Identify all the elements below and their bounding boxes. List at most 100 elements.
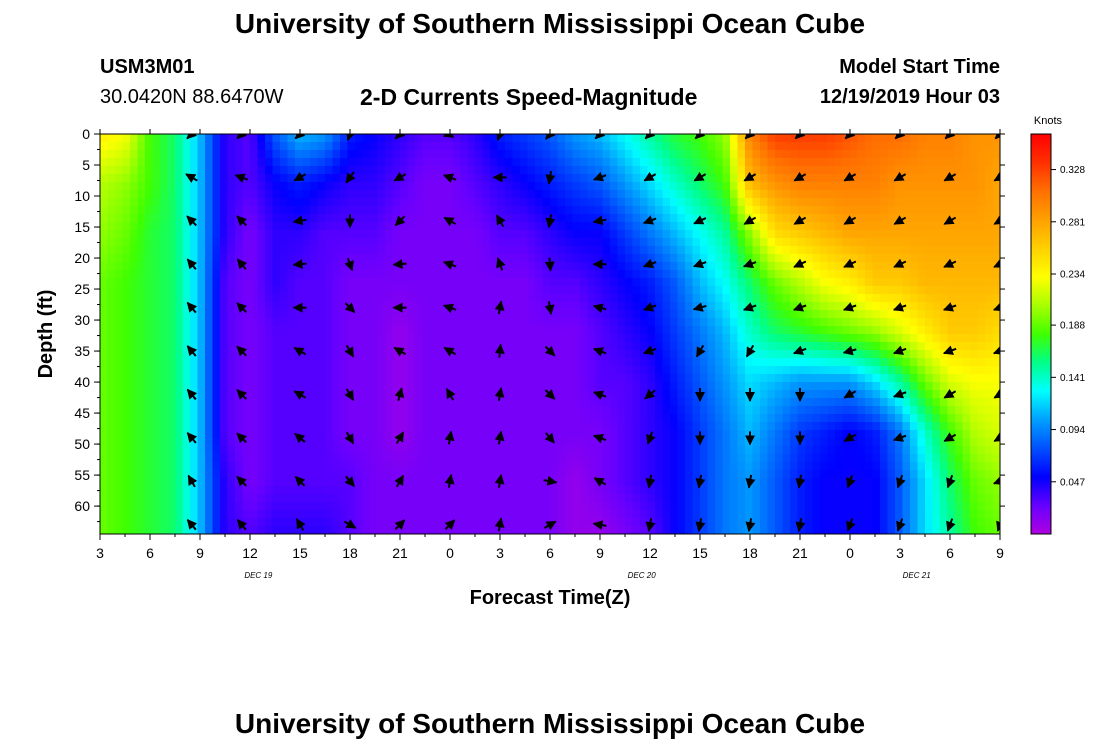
heatmap-cell: [737, 398, 746, 407]
heatmap-cell: [760, 134, 769, 143]
heatmap-cell: [737, 318, 746, 327]
heatmap-cell: [797, 246, 806, 255]
heatmap-cell: [497, 414, 506, 423]
heatmap-cell: [520, 366, 529, 375]
heatmap-cell: [565, 238, 574, 247]
heatmap-cell: [445, 526, 454, 534]
heatmap-cell: [565, 342, 574, 351]
heatmap-cell: [392, 326, 401, 335]
heatmap-cell: [520, 310, 529, 319]
heatmap-cell: [835, 166, 844, 175]
heatmap-cell: [670, 462, 679, 471]
heatmap-cell: [805, 406, 814, 415]
heatmap-cell: [152, 166, 161, 175]
heatmap-cell: [655, 214, 664, 223]
heatmap-cell: [362, 174, 371, 183]
heatmap-cell: [257, 238, 266, 247]
page-title-top: University of Southern Mississippi Ocean…: [234, 8, 866, 39]
heatmap-cell: [460, 358, 469, 367]
heatmap-cell: [415, 422, 424, 431]
heatmap-cell: [347, 366, 356, 375]
heatmap-cell: [115, 510, 124, 519]
heatmap-cell: [205, 270, 214, 279]
heatmap-cell: [700, 398, 709, 407]
heatmap-cell: [512, 494, 521, 503]
heatmap-cell: [310, 198, 319, 207]
heatmap-cell: [820, 502, 829, 511]
heatmap-cell: [272, 486, 281, 495]
heatmap-cell: [332, 222, 341, 231]
heatmap-cell: [392, 502, 401, 511]
heatmap-cell: [422, 230, 431, 239]
heatmap-cell: [197, 246, 206, 255]
heatmap-cell: [422, 478, 431, 487]
heatmap-cell: [655, 406, 664, 415]
heatmap-cell: [535, 214, 544, 223]
heatmap-cell: [175, 342, 184, 351]
heatmap-cell: [167, 494, 176, 503]
heatmap-cell: [790, 398, 799, 407]
heatmap-cell: [115, 470, 124, 479]
heatmap-cell: [430, 182, 439, 191]
heatmap-cell: [715, 382, 724, 391]
heatmap-cell: [460, 518, 469, 527]
heatmap-cell: [542, 158, 551, 167]
heatmap-cell: [437, 270, 446, 279]
heatmap-cell: [745, 326, 754, 335]
heatmap-cell: [475, 526, 484, 534]
heatmap-cell: [625, 334, 634, 343]
heatmap-cell: [340, 150, 349, 159]
heatmap-cell: [287, 470, 296, 479]
heatmap-cell: [640, 438, 649, 447]
heatmap-cell: [130, 214, 139, 223]
heatmap-cell: [602, 182, 611, 191]
heatmap-cell: [392, 230, 401, 239]
heatmap-cell: [617, 454, 626, 463]
heatmap-cell: [235, 334, 244, 343]
heatmap-cell: [527, 294, 536, 303]
heatmap-cell: [175, 494, 184, 503]
heatmap-cell: [662, 286, 671, 295]
heatmap-cell: [160, 166, 169, 175]
heatmap-cell: [400, 358, 409, 367]
heatmap-cell: [505, 254, 514, 263]
heatmap-cell: [182, 278, 191, 287]
heatmap-cell: [775, 390, 784, 399]
heatmap-cell: [805, 382, 814, 391]
heatmap-cell: [587, 262, 596, 271]
heatmap-cell: [422, 262, 431, 271]
heatmap-cell: [145, 518, 154, 527]
heatmap-cell: [685, 182, 694, 191]
heatmap-cell: [257, 214, 266, 223]
heatmap-cell: [317, 422, 326, 431]
heatmap-cell: [520, 166, 529, 175]
heatmap-cell: [805, 358, 814, 367]
heatmap-cell: [212, 246, 221, 255]
heatmap-cell: [580, 326, 589, 335]
heatmap-cell: [272, 470, 281, 479]
heatmap-cell: [310, 286, 319, 295]
heatmap-cell: [235, 486, 244, 495]
heatmap-cell: [317, 486, 326, 495]
heatmap-cell: [572, 398, 581, 407]
heatmap-cell: [265, 358, 274, 367]
heatmap-cell: [595, 502, 604, 511]
heatmap-cell: [370, 470, 379, 479]
heatmap-cell: [512, 198, 521, 207]
heatmap-cell: [212, 422, 221, 431]
heatmap-cell: [377, 190, 386, 199]
heatmap-cell: [602, 134, 611, 143]
heatmap-cell: [160, 350, 169, 359]
heatmap-cell: [580, 382, 589, 391]
heatmap-cell: [370, 350, 379, 359]
heatmap-cell: [422, 246, 431, 255]
heatmap-cell: [700, 334, 709, 343]
heatmap-cell: [715, 422, 724, 431]
heatmap-cell: [512, 238, 521, 247]
heatmap-cell: [602, 222, 611, 231]
heatmap-cell: [317, 246, 326, 255]
heatmap-cell: [302, 406, 311, 415]
heatmap-cell: [407, 230, 416, 239]
heatmap-cell: [332, 510, 341, 519]
